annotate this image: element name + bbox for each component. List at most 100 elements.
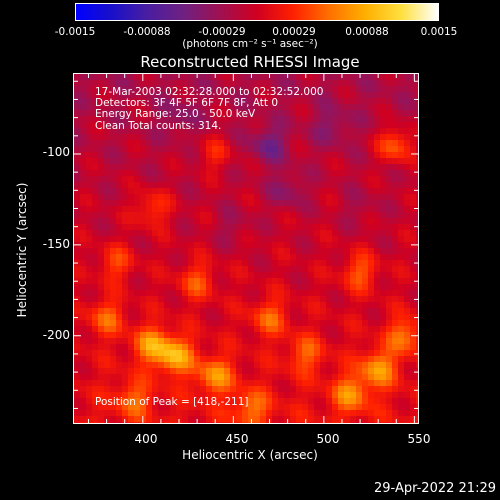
heatmap-cell [278, 410, 285, 417]
heatmap-cell [92, 176, 99, 183]
heatmap-cell [410, 206, 417, 213]
heatmap-cell [356, 134, 363, 141]
heatmap-cell [116, 188, 123, 195]
heatmap-cell [356, 230, 363, 237]
heatmap-cell [236, 170, 243, 177]
heatmap-cell [188, 116, 195, 123]
heatmap-cell [416, 158, 419, 165]
heatmap-cell [410, 374, 417, 381]
heatmap-cell [98, 320, 105, 327]
heatmap-cell [164, 218, 171, 225]
heatmap-cell [80, 182, 87, 189]
heatmap-cell [374, 200, 381, 207]
heatmap-cell [350, 254, 357, 261]
heatmap-cell [344, 260, 351, 267]
heatmap-cell [116, 86, 123, 93]
heatmap-cell [368, 92, 375, 99]
heatmap-cell [206, 134, 213, 141]
heatmap-cell [200, 230, 207, 237]
heatmap-cell [392, 122, 399, 129]
heatmap-cell [122, 200, 129, 207]
heatmap-cell [122, 188, 129, 195]
heatmap-cell [410, 224, 417, 231]
heatmap-cell [152, 200, 159, 207]
heatmap-cell [308, 158, 315, 165]
heatmap-cell [398, 422, 405, 424]
heatmap-cell [344, 236, 351, 243]
heatmap-cell [170, 164, 177, 171]
heatmap-cell [200, 416, 207, 423]
heatmap-cell [86, 260, 93, 267]
heatmap-cell [164, 398, 171, 405]
heatmap-cell [236, 242, 243, 249]
heatmap-cell [284, 410, 291, 417]
heatmap-cell [338, 116, 345, 123]
heatmap-cell [182, 170, 189, 177]
heatmap-cell [278, 254, 285, 261]
heatmap-cell [278, 218, 285, 225]
heatmap-cell [392, 350, 399, 357]
heatmap-cell [218, 200, 225, 207]
heatmap-cell [128, 398, 135, 405]
heatmap-cell [134, 374, 141, 381]
heatmap-cell [200, 332, 207, 339]
heatmap-cell [86, 92, 93, 99]
heatmap-cell [170, 80, 177, 87]
heatmap-cell [404, 98, 411, 105]
heatmap-cell [98, 350, 105, 357]
heatmap-cell [260, 230, 267, 237]
heatmap-cell [74, 236, 81, 243]
heatmap-cell [194, 80, 201, 87]
heatmap-cell [242, 308, 249, 315]
heatmap-cell [200, 152, 207, 159]
heatmap-cell [80, 236, 87, 243]
heatmap-cell [134, 350, 141, 357]
heatmap-cell [350, 284, 357, 291]
heatmap-cell [164, 74, 171, 81]
heatmap-cell [230, 86, 237, 93]
heatmap-cell [410, 362, 417, 369]
heatmap-cell [224, 386, 231, 393]
heatmap-cell [104, 110, 111, 117]
heatmap-cell [212, 200, 219, 207]
heatmap-cell [206, 176, 213, 183]
heatmap-cell [248, 386, 255, 393]
heatmap-cell [188, 176, 195, 183]
heatmap-cell [314, 416, 321, 423]
heatmap-cell [284, 206, 291, 213]
heatmap-cell [416, 176, 419, 183]
heatmap-cell [374, 98, 381, 105]
heatmap-cell [98, 134, 105, 141]
heatmap-cell [296, 194, 303, 201]
heatmap-cell [74, 182, 81, 189]
heatmap-cell [338, 392, 345, 399]
heatmap-cell [200, 326, 207, 333]
heatmap-cell [224, 152, 231, 159]
heatmap-cell [164, 92, 171, 99]
heatmap-cell [326, 260, 333, 267]
heatmap-cell [254, 350, 261, 357]
heatmap-cell [170, 320, 177, 327]
heatmap-cell [248, 230, 255, 237]
heatmap-cell [320, 422, 327, 424]
heatmap-cell [290, 164, 297, 171]
heatmap-cell [254, 266, 261, 273]
heatmap-cell [278, 302, 285, 309]
heatmap-cell [392, 176, 399, 183]
heatmap-cell [284, 386, 291, 393]
heatmap-cell [362, 308, 369, 315]
heatmap-cell [206, 110, 213, 117]
heatmap-cell [374, 122, 381, 129]
heatmap-cell [116, 74, 123, 81]
heatmap-cell [98, 296, 105, 303]
heatmap-cell [212, 176, 219, 183]
heatmap-cell [338, 416, 345, 423]
heatmap-cell [326, 254, 333, 261]
heatmap-cell [398, 272, 405, 279]
heatmap-cell [392, 302, 399, 309]
heatmap-cell [308, 254, 315, 261]
heatmap-cell [80, 332, 87, 339]
heatmap-cell [272, 398, 279, 405]
heatmap-cell [182, 80, 189, 87]
heatmap-cell [104, 170, 111, 177]
